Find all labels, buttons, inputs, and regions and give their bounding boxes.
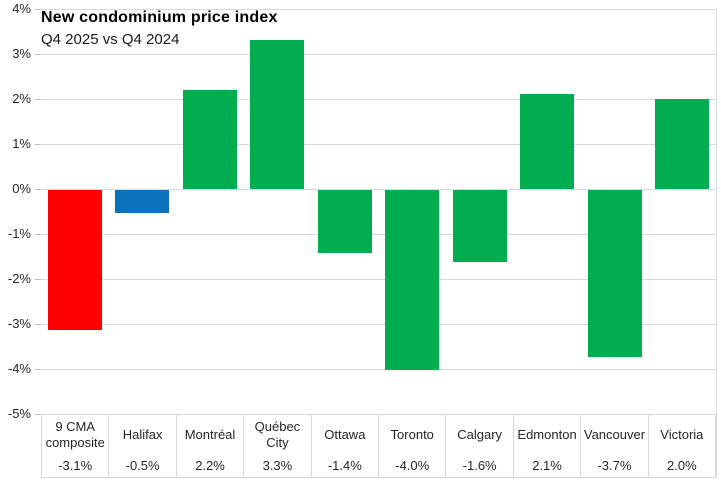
gridline-4% <box>41 9 716 10</box>
chart-title: New condominium price index <box>41 9 278 26</box>
category-label: Ottawa <box>324 427 366 442</box>
y-axis-tick <box>35 234 41 235</box>
category-value: 2.1% <box>532 457 562 473</box>
table-cell-vancouver: Vancouver -3.7% <box>581 415 649 477</box>
category-value: -0.5% <box>125 457 160 473</box>
category-label: Vancouver <box>583 427 646 442</box>
table-cell-ottawa: Ottawa -1.4% <box>312 415 380 477</box>
y-axis-tick <box>35 414 41 415</box>
y-axis-label: 2% <box>12 91 31 106</box>
y-axis-label: -3% <box>7 316 31 331</box>
bar-toronto <box>385 190 439 370</box>
gridline--2% <box>41 279 716 280</box>
table-cell-montreal: Montréal 2.2% <box>177 415 245 477</box>
gridline--3% <box>41 324 716 325</box>
chart-subtitle: Q4 2025 vs Q4 2024 <box>41 31 180 48</box>
table-cell-calgary: Calgary -1.6% <box>446 415 514 477</box>
bar-vancouver <box>588 190 642 357</box>
bar-victoria <box>655 99 709 189</box>
category-label: 9 CMA composite <box>45 419 105 450</box>
category-label: Calgary <box>457 427 503 442</box>
category-label: Montréal <box>184 427 236 442</box>
y-axis-tick <box>35 99 41 100</box>
category-value: 3.3% <box>262 457 293 473</box>
category-label: Québec City <box>254 419 301 450</box>
table-cell-halifax: Halifax -0.5% <box>109 415 177 477</box>
gridline-3% <box>41 54 716 55</box>
gridline-0% <box>41 189 716 190</box>
gridline-2% <box>41 99 716 100</box>
y-axis-label: 4% <box>12 1 31 16</box>
y-axis-tick <box>35 9 41 10</box>
category-label: Halifax <box>122 427 163 442</box>
bar-halifax <box>115 190 169 213</box>
y-axis-tick <box>35 324 41 325</box>
y-axis-label: 0% <box>12 181 31 196</box>
y-axis-label: -2% <box>7 271 31 286</box>
y-axis-tick <box>35 54 41 55</box>
table-cell-toronto: Toronto -4.0% <box>379 415 447 477</box>
y-axis-label: -1% <box>7 226 31 241</box>
category-value: -4.0% <box>395 457 430 473</box>
category-label: Edmonton <box>517 427 577 442</box>
category-value: -1.6% <box>462 457 497 473</box>
y-axis-label: 3% <box>12 46 31 61</box>
category-data-table: 9 CMA composite -3.1% Halifax -0.5% Montréal… <box>41 414 717 478</box>
table-cell-victoria: Victoria 2.0% <box>649 415 717 477</box>
table-cell-9-cma-composite: 9 CMA composite -3.1% <box>41 415 110 477</box>
plot-right-border <box>716 9 717 478</box>
category-label: Victoria <box>660 427 704 442</box>
gridline--1% <box>41 234 716 235</box>
category-value: -3.1% <box>58 457 93 473</box>
category-value: 2.0% <box>667 457 697 473</box>
y-axis-tick <box>35 279 41 280</box>
bar-edmonton <box>520 94 574 189</box>
table-cell-edmonton: Edmonton 2.1% <box>514 415 582 477</box>
table-cell-quebec-city: Québec City 3.3% <box>244 415 312 477</box>
bar-calgary <box>453 190 507 262</box>
y-axis-tick <box>35 369 41 370</box>
bar-9-cma-composite <box>48 190 102 330</box>
gridline--4% <box>41 369 716 370</box>
bar-montreal <box>183 90 237 189</box>
category-label: Toronto <box>390 427 434 442</box>
y-axis-label: -5% <box>7 406 31 421</box>
y-axis-tick <box>35 189 41 190</box>
y-axis-label: 1% <box>12 136 31 151</box>
category-value: -3.7% <box>597 457 632 473</box>
bar-ottawa <box>318 190 372 253</box>
y-axis-label: -4% <box>7 361 31 376</box>
category-value: -1.4% <box>327 457 362 473</box>
gridline-1% <box>41 144 716 145</box>
bar-quebec-city <box>250 40 304 189</box>
category-value: 2.2% <box>195 457 225 473</box>
y-axis-tick <box>35 144 41 145</box>
